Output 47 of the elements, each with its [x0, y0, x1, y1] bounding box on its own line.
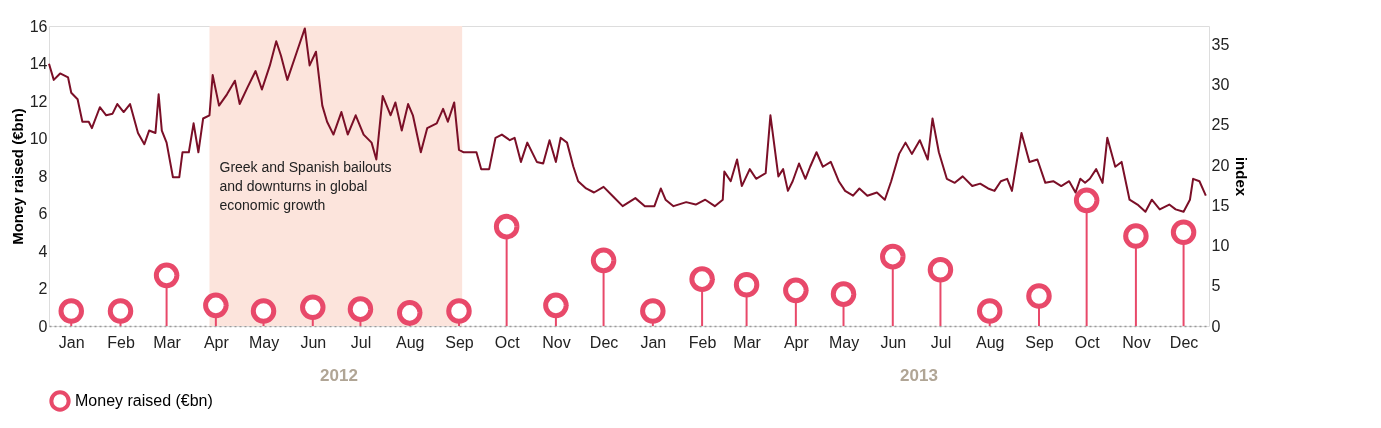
x-tick-label: Apr [783, 333, 810, 351]
x-tick-label: Feb [688, 333, 717, 351]
x-tick-label: Oct [494, 333, 521, 351]
y-tick-label: 12 [29, 92, 48, 110]
x-tick-label: Jul [350, 333, 372, 351]
text: 2013 [900, 366, 938, 385]
x-tick-label: Sep [445, 333, 474, 351]
y-tick-label: 16 [29, 17, 48, 35]
y-tick-label: 0 [38, 317, 48, 335]
x-tick-label: Aug [395, 333, 425, 351]
x-tick-label: Nov [542, 333, 571, 351]
y2-tick-label: 35 [1211, 36, 1230, 53]
x-tick-label: Nov [1122, 333, 1151, 351]
x-tick-label: Jan [58, 333, 85, 351]
y2-tick-label: 15 [1211, 196, 1230, 214]
x-tick-label: Apr [203, 333, 230, 351]
x-tick-label: Oct [1074, 333, 1101, 351]
y-tick-label: 10 [29, 130, 48, 147]
y2-tick-label: 20 [1211, 156, 1230, 174]
y-tick-label: 8 [38, 167, 48, 185]
y-axis-title: Money raised (€bn) [8, 108, 26, 245]
y-tick-label: 2 [38, 280, 48, 297]
x-tick-label: Feb [107, 333, 135, 351]
y2-axis-title: index [1233, 156, 1251, 197]
x-tick-label: Mar [733, 333, 762, 351]
x-tick-label: May [248, 333, 280, 351]
y2-tick-label: 30 [1211, 76, 1230, 94]
x-tick-label: Dec [1169, 333, 1199, 351]
x-tick-label: Mar [153, 333, 182, 351]
x-tick-label: Aug [975, 333, 1005, 351]
y-tick-label: 4 [38, 242, 48, 260]
x-tick-label: Sep [1025, 333, 1054, 351]
x-tick-label: Jun [880, 333, 907, 351]
x-tick-label: Jun [300, 333, 327, 351]
y2-tick-label: 25 [1211, 116, 1230, 134]
band-label: Greek and Spanish bailouts and downturns in global economic growth [219, 159, 392, 213]
x-tick-label: Dec [589, 333, 619, 351]
y2-tick-label: 5 [1211, 277, 1221, 295]
text: 2012 [320, 366, 358, 385]
y-tick-label: 14 [29, 55, 48, 72]
legend-label: Money raised (€bn) [75, 392, 213, 409]
x-tick-label: May [828, 333, 860, 351]
y2-tick-label: 10 [1211, 237, 1230, 255]
x-tick-label: Jul [930, 333, 952, 351]
x-tick-label: Jan [640, 333, 667, 351]
y2-tick-label: 0 [1211, 317, 1221, 335]
y-tick-label: 6 [38, 205, 48, 222]
